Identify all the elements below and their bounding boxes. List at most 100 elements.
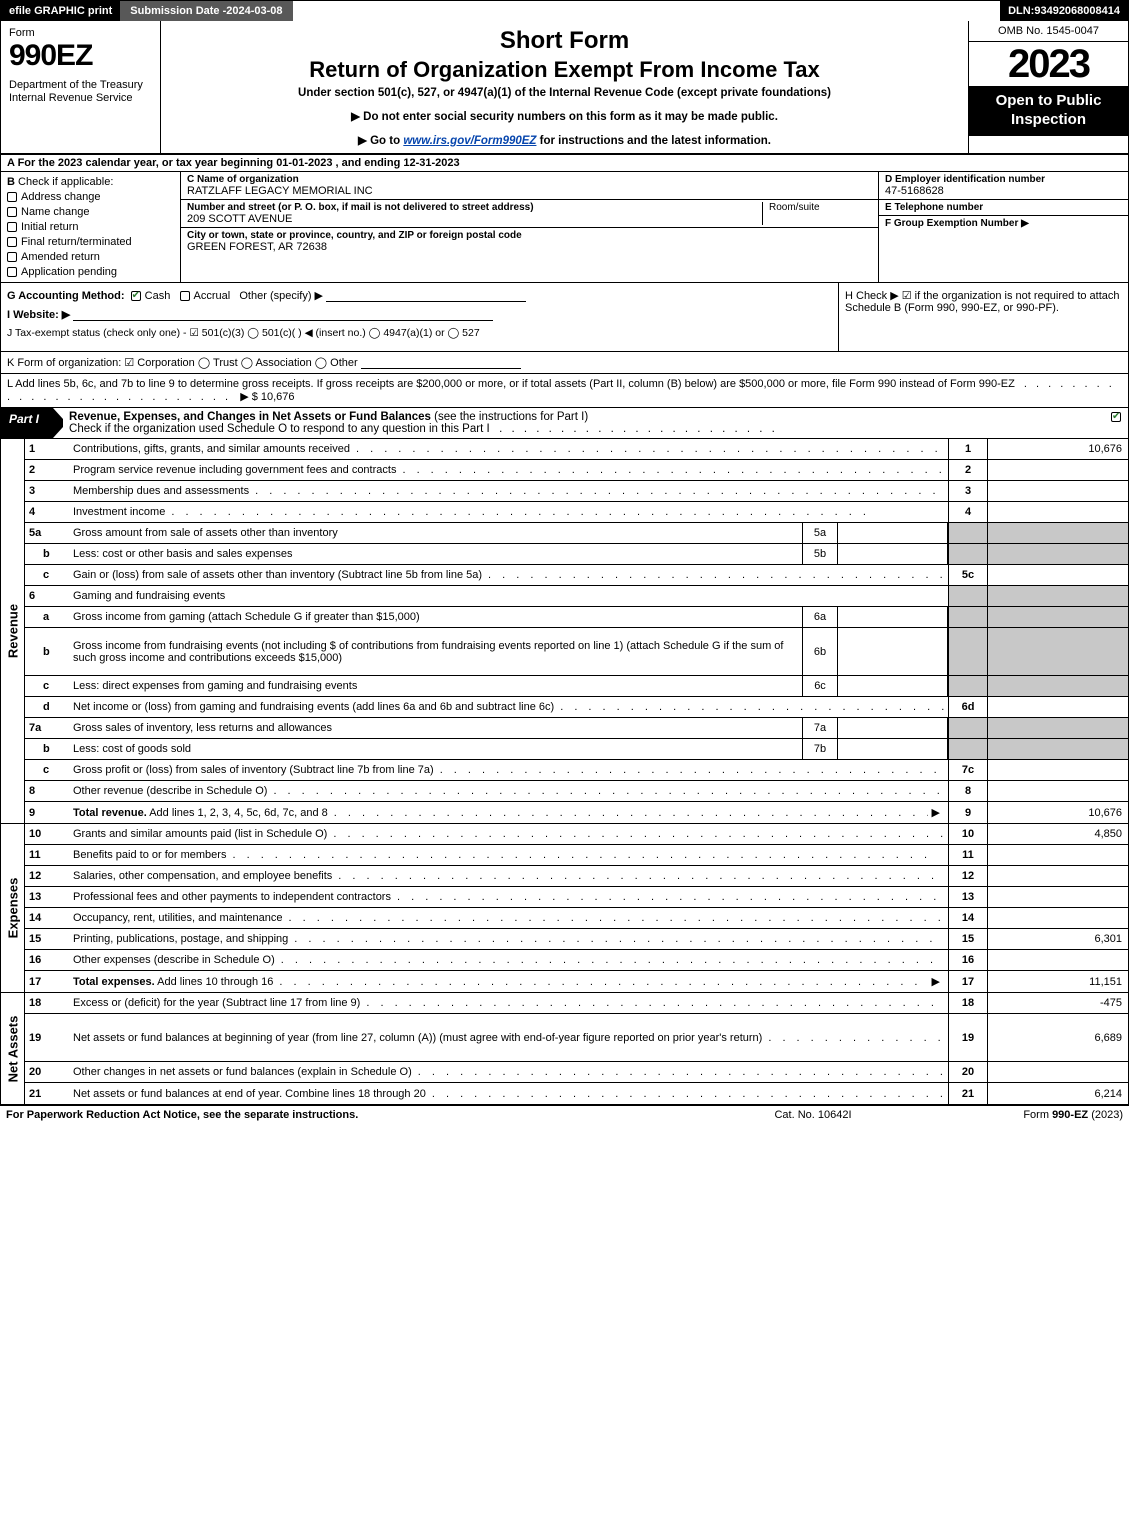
header-right: OMB No. 1545-0047 2023 Open to Public In… [968, 21, 1128, 153]
right-line-number [948, 676, 988, 696]
room-suite: Room/suite [762, 202, 872, 225]
b-label: B [7, 176, 15, 188]
line-desc-text: Occupancy, rent, utilities, and maintena… [73, 912, 283, 924]
line-desc-text: Other revenue (describe in Schedule O) [73, 785, 267, 797]
line-row: aGross income from gaming (attach Schedu… [25, 607, 1128, 628]
line-desc-text: Membership dues and assessments [73, 485, 249, 497]
dots: . . . . . . . . . . . . . . . . . . . . … [283, 912, 944, 924]
e-label: E Telephone number [885, 202, 1122, 213]
line-number: b [25, 739, 69, 759]
header-left: Form 990EZ Department of the Treasury In… [1, 21, 161, 153]
right-line-value [988, 544, 1128, 564]
line-row: 6Gaming and fundraising events [25, 586, 1128, 607]
line-description: Total revenue. Add lines 1, 2, 3, 4, 5c,… [69, 802, 948, 823]
dln: DLN: 93492068008414 [1000, 1, 1128, 21]
right-line-number: 17 [948, 971, 988, 992]
right-line-value [988, 586, 1128, 606]
line-desc-text: Professional fees and other payments to … [73, 891, 391, 903]
inner-line-number: 6b [802, 628, 838, 675]
inner-line-number: 7a [802, 718, 838, 738]
line-number: b [25, 544, 69, 564]
dots: . . . . . . . . . . . . . . . . . . . . … [762, 1032, 944, 1044]
inner-line-value [838, 607, 948, 627]
right-line-value [988, 866, 1128, 886]
line-row: 18Excess or (deficit) for the year (Subt… [25, 993, 1128, 1014]
b-option-checkbox[interactable] [7, 207, 17, 217]
line-number: c [25, 676, 69, 696]
right-line-value [988, 760, 1128, 780]
line-number: 2 [25, 460, 69, 480]
line-number: 13 [25, 887, 69, 907]
right-line-value [988, 845, 1128, 865]
dots: . . . . . . . . . . . . . . . . . . . . … [412, 1066, 944, 1078]
dots: . . . . . . . . . . . . . . . . . . . . … [360, 997, 944, 1009]
line-desc-text: Gaming and fundraising events [73, 590, 225, 602]
part-1-header: Part I Revenue, Expenses, and Changes in… [1, 408, 1128, 439]
line-number: d [25, 697, 69, 717]
b-sub: Check if applicable: [18, 176, 113, 188]
submission-value: 2024-03-08 [226, 5, 282, 17]
inner-line-value [838, 628, 948, 675]
line-desc-text: Gross amount from sale of assets other t… [73, 527, 338, 539]
line-row: 7aGross sales of inventory, less returns… [25, 718, 1128, 739]
right-line-value [988, 1062, 1128, 1082]
right-line-value [988, 739, 1128, 759]
right-line-value: 11,151 [988, 971, 1128, 992]
dots: . . . . . . . . . . . . . . . . . . . . … [396, 464, 944, 476]
line-number: 17 [25, 971, 69, 992]
line-row: dNet income or (loss) from gaming and fu… [25, 697, 1128, 718]
phone-cell: E Telephone number [879, 200, 1128, 216]
line-description: Investment income. . . . . . . . . . . .… [69, 502, 948, 522]
b-option-checkbox[interactable] [7, 252, 17, 262]
inner-line-number: 5b [802, 544, 838, 564]
right-line-number [948, 544, 988, 564]
dots: . . . . . . . . . . . . . . . . . . . . … [391, 891, 944, 903]
line-number: 5a [25, 523, 69, 543]
dots: . . . . . . . . . . . . . . . . . . . . … [554, 701, 944, 713]
topbar-spacer [293, 1, 1001, 21]
schedule-o-checkbox[interactable] [1111, 412, 1121, 422]
right-line-number: 10 [948, 824, 988, 844]
line-row: 2 Program service revenue including gover… [25, 460, 1128, 481]
dots: . . . . . . . . . . . . . . . . . . . . … [267, 785, 944, 797]
line-number: 1 [25, 439, 69, 459]
b-option-checkbox[interactable] [7, 237, 17, 247]
line-description: Gross profit or (loss) from sales of inv… [69, 760, 948, 780]
right-line-value [988, 502, 1128, 522]
right-line-number: 1 [948, 439, 988, 459]
section-h: H Check ▶ ☑ if the organization is not r… [838, 283, 1128, 351]
g-label: G Accounting Method: [7, 290, 125, 302]
right-line-value: -475 [988, 993, 1128, 1013]
revenue-sidelabel: Revenue [1, 439, 25, 823]
right-line-value [988, 697, 1128, 717]
b-option-checkbox[interactable] [7, 192, 17, 202]
b-option-checkbox[interactable] [7, 222, 17, 232]
right-line-number [948, 739, 988, 759]
right-line-number: 21 [948, 1083, 988, 1104]
line-desc-text: Net assets or fund balances at end of ye… [73, 1088, 426, 1100]
footer-left: For Paperwork Reduction Act Notice, see … [6, 1109, 703, 1121]
org-name-cell: C Name of organization RATZLAFF LEGACY M… [181, 172, 878, 200]
line-row: 21 Net assets or fund balances at end of … [25, 1083, 1128, 1104]
right-line-number: 14 [948, 908, 988, 928]
line-description: Excess or (deficit) for the year (Subtra… [69, 993, 948, 1013]
line-number: 21 [25, 1083, 69, 1104]
line-number: 10 [25, 824, 69, 844]
b-option-checkbox[interactable] [7, 267, 17, 277]
line-desc-text: Gross income from fundraising events (no… [73, 640, 798, 664]
right-line-value [988, 565, 1128, 585]
irs-link[interactable]: www.irs.gov/Form990EZ [403, 135, 536, 147]
k-blank [361, 357, 521, 369]
inner-line-number: 6c [802, 676, 838, 696]
line-desc-text: Investment income [73, 506, 165, 518]
cash-checkbox[interactable] [131, 291, 141, 301]
line-number: 11 [25, 845, 69, 865]
line-description: Program service revenue including govern… [69, 460, 948, 480]
line-desc-text: Program service revenue including govern… [73, 464, 396, 476]
dln-label: DLN: [1008, 5, 1034, 17]
line-desc-text: Gain or (loss) from sale of assets other… [73, 569, 482, 581]
accrual-checkbox[interactable] [180, 291, 190, 301]
right-line-value [988, 781, 1128, 801]
city-cell: City or town, state or province, country… [181, 228, 878, 255]
line-number: 3 [25, 481, 69, 501]
